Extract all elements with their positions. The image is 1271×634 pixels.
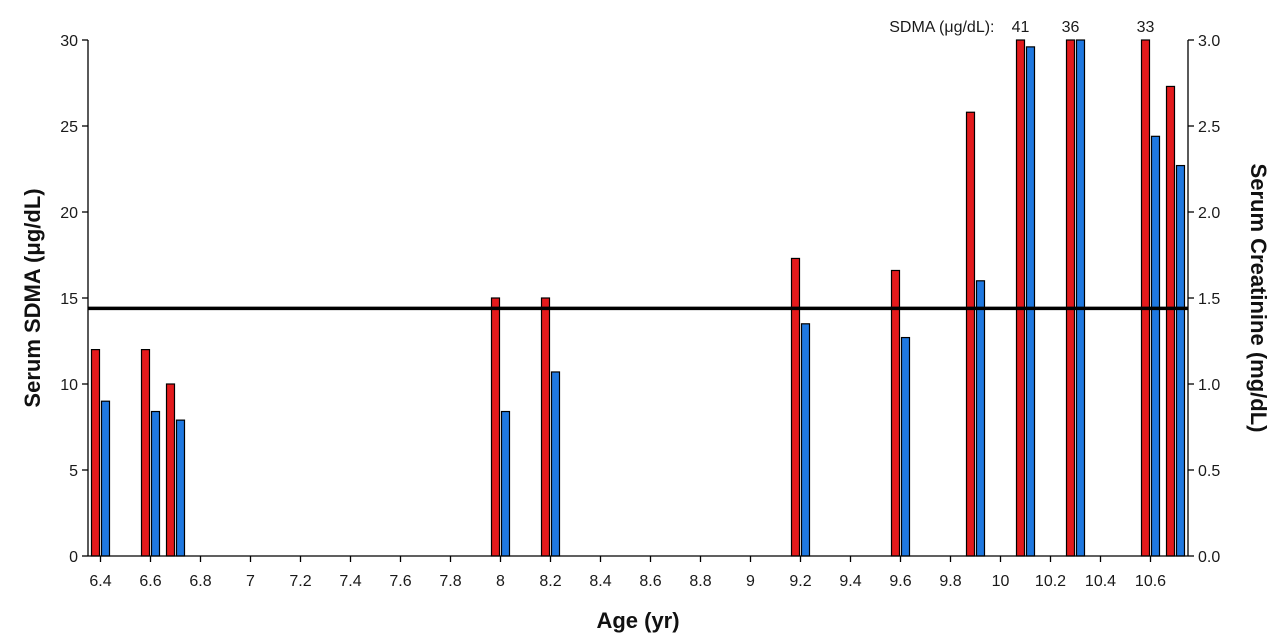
creatinine-bar-1 (150, 410, 161, 557)
creatinine-bar-4 (550, 371, 561, 557)
x-tick-label: 9.6 (889, 573, 911, 590)
creatinine-bar-0 (100, 400, 111, 557)
sdma-bar-6 (890, 269, 901, 557)
sdma-bar-5 (790, 257, 801, 557)
x-tick-label: 8.4 (589, 573, 611, 590)
sdma-bar-2 (165, 383, 176, 557)
sdma-bar-3 (490, 297, 501, 557)
creatinine-bar-10 (1150, 135, 1161, 557)
axes-group (82, 39, 1194, 562)
x-tick-label: 8 (496, 573, 505, 590)
sdma-annotation-value-1: 36 (1062, 19, 1080, 36)
left-y-tick-label: 5 (69, 463, 78, 480)
x-tick-label: 9.2 (789, 573, 811, 590)
creatinine-bar-6 (900, 336, 911, 557)
creatinine-bar-5 (800, 323, 811, 557)
x-tick-label: 8.6 (639, 573, 661, 590)
creatinine-bar-3 (500, 410, 511, 557)
x-tick-label: 7.8 (439, 573, 461, 590)
x-tick-label: 10.6 (1135, 573, 1166, 590)
sdma-bar-7 (965, 111, 976, 557)
creatinine-bar-9 (1075, 39, 1086, 557)
sdma-bar-11 (1165, 85, 1176, 557)
x-axis-title: Age (yr) (596, 608, 679, 633)
x-tick-label: 9 (746, 573, 755, 590)
x-tick-label: 8.8 (689, 573, 711, 590)
sdma-annotation-value-0: 41 (1012, 19, 1030, 36)
x-tick-label: 7.2 (289, 573, 311, 590)
x-tick-label: 8.2 (539, 573, 561, 590)
x-tick-label: 6.4 (89, 573, 111, 590)
sdma-annotation-prefix: SDMA (μg/dL): (889, 19, 994, 36)
x-tick-label: 9.8 (939, 573, 961, 590)
creatinine-bar-8 (1025, 46, 1036, 557)
sdma-annotation-value-2: 33 (1137, 19, 1155, 36)
right-y-tick-label: 1.0 (1198, 377, 1220, 394)
right-y-tick-label: 2.5 (1198, 119, 1220, 136)
left-y-tick-label: 0 (69, 549, 78, 566)
left-y-tick-label: 20 (60, 205, 78, 222)
sdma-bar-9 (1065, 39, 1076, 557)
creatinine-bar-2 (175, 419, 186, 557)
sdma-bar-10 (1140, 39, 1151, 557)
sdma-bar-4 (540, 297, 551, 557)
x-tick-label: 6.8 (189, 573, 211, 590)
sdma-bar-8 (1015, 39, 1026, 557)
right-y-tick-label: 0.0 (1198, 549, 1220, 566)
creatinine-bar-11 (1175, 164, 1186, 557)
left-y-tick-label: 25 (60, 119, 78, 136)
left-y-tick-label: 15 (60, 291, 78, 308)
labels-group: 0 5 10 15 20 25 30 0.0 0.5 1.0 1.5 2.0 2.5 3.0 6.4 6.6 6… (20, 19, 1271, 633)
x-tick-label: 10.2 (1035, 573, 1066, 590)
x-tick-label: 7.6 (389, 573, 411, 590)
x-tick-label: 9.4 (839, 573, 861, 590)
right-y-tick-label: 1.5 (1198, 291, 1220, 308)
x-tick-label: 10.4 (1085, 573, 1116, 590)
creatinine-bar-7 (975, 280, 986, 557)
right-y-tick-label: 2.0 (1198, 205, 1220, 222)
x-tick-label: 7 (246, 573, 255, 590)
left-y-tick-label: 10 (60, 377, 78, 394)
x-tick-label: 6.6 (139, 573, 161, 590)
left-y-axis-title: Serum SDMA (μg/dL) (20, 188, 45, 407)
left-y-tick-label: 30 (60, 33, 78, 50)
x-tick-label: 10 (992, 573, 1010, 590)
sdma-bar-1 (140, 349, 151, 557)
sdma-bar-0 (90, 349, 101, 557)
x-tick-label: 7.4 (339, 573, 361, 590)
right-y-tick-label: 3.0 (1198, 33, 1220, 50)
right-y-tick-label: 0.5 (1198, 463, 1220, 480)
bars-group (90, 39, 1186, 557)
right-y-axis-title: Serum Creatinine (mg/dL) (1246, 164, 1271, 433)
